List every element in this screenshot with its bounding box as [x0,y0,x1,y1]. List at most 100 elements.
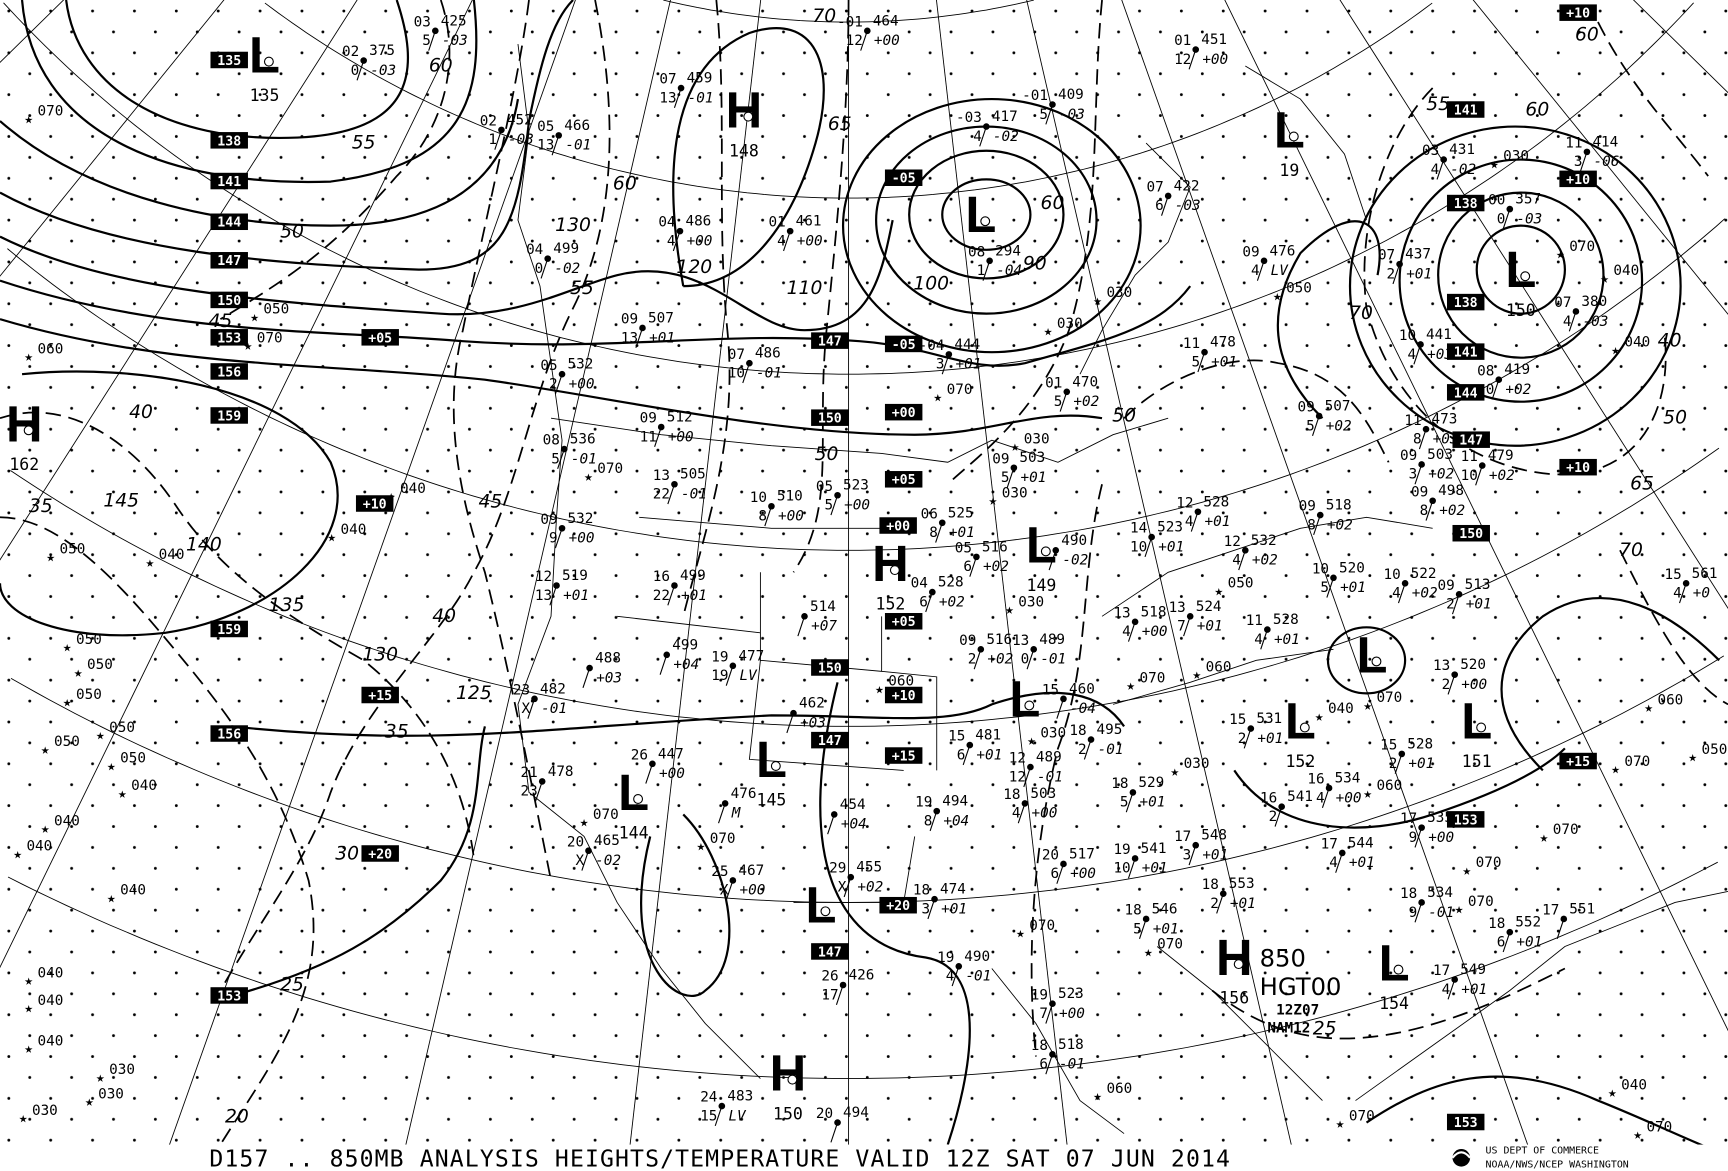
station-height-change: +04 [673,657,699,673]
isotherm-line [682,0,731,617]
station-height-change: +00 [1202,52,1228,68]
station-plot: 12 528 4 +01 [1176,494,1231,532]
station-value: 070 [1157,937,1183,953]
contour-label: 70 [1349,303,1373,324]
station-dewpoint-depression: 2 [1078,742,1087,758]
station-plot: 17 544 4 +01 [1321,835,1375,873]
station-plot: 20 494 [816,1105,869,1143]
station-height: 476 [731,786,757,802]
station-temperature: 19 [1113,842,1130,858]
station-height: 426 [849,968,875,984]
station-temperature: 13 [1169,600,1186,616]
contour-label: 60 [613,173,637,194]
station-temperature: 12 [1176,495,1193,511]
station-dewpoint-depression: 5 [422,33,431,49]
boxed-contour-label: 144 [1446,384,1485,401]
upper-only-station: ★ 070 [1363,690,1402,714]
station-height: 462 [799,696,825,712]
station-temperature: 01 [1174,33,1191,49]
wind-barb-icon [860,30,868,51]
wind-barb-icon [1045,1003,1053,1024]
station-dot [1440,156,1447,163]
station-height-change: +04 [943,813,969,829]
station-height: 544 [1348,835,1374,851]
contour-label: 50 [1112,406,1136,427]
upper-only-station: ★ 050 [250,302,289,326]
station-dot [933,807,941,815]
height-contour [0,98,520,227]
wind-barb-icon [1056,698,1064,719]
caption-bar [0,1144,1728,1171]
wind-barb-icon [654,426,662,448]
center-value: 148 [729,141,759,160]
station-dewpoint-depression: 12 [846,33,863,49]
station-plot: 17 535 9 +00 [1400,810,1454,848]
upper-only-station: ★ 050 [63,687,102,711]
station-height-change: +00 [739,883,765,899]
border-line [1355,891,1728,1101]
station-dot [663,651,671,659]
station-plot: 18 552 6 +01 [1488,915,1542,953]
station-value: 040 [400,481,426,497]
boxed-label-text: 150 [217,294,241,309]
station-height-change: +00 [778,509,804,525]
station-height: 473 [1432,412,1458,428]
wind-barb-icon [540,258,549,279]
station-height-change: +00 [668,429,694,445]
station-temperature: 18 [1031,1038,1048,1054]
upper-only-station: ★ 070 [244,330,283,354]
isotherm-line [792,0,850,573]
station-height-change: +01 [1142,861,1168,877]
station-height-change: +01 [1153,921,1179,937]
station-dewpoint-depression: 12 [1174,52,1191,68]
station-height-change: +01 [1205,514,1231,530]
station-height-change: +01 [1020,470,1046,486]
station-value: 040 [1328,701,1354,717]
boxed-label-text: +15 [892,749,916,764]
star-icon: ★ [13,846,22,862]
contour-label: 20 [225,1107,249,1128]
station-height-change: -01 [571,451,597,467]
station-plot: 18 503 4 +00 [1003,786,1057,824]
station-height-change: -01 [681,487,707,503]
station-dewpoint-depression: 2 [1269,809,1278,825]
station-value: 040 [341,522,367,538]
station-value: 050 [1228,576,1254,592]
station-dot [677,84,685,92]
station-height-change: -04 [996,263,1022,279]
legend-model: NAM12 [1267,1020,1310,1036]
upper-only-station: ★ 070 [1463,855,1502,879]
meridian-line [0,0,225,277]
station-temperature: 17 [1321,837,1338,853]
station-value: 070 [1468,894,1494,910]
station-plot: 14 523 10 +01 [1130,520,1184,558]
station-plot: 07 380 4 -03 [1554,294,1608,332]
meridian-line [1472,0,1728,315]
wind-barb-icon [1056,863,1064,884]
station-temperature: 19 [711,649,728,665]
contour-label: 60 [1525,100,1549,121]
station-temperature: 01 [769,215,786,231]
boxed-contour-label: 150 [811,659,849,676]
station-temperature: 26 [631,747,648,763]
contour-label: 110 [787,278,823,299]
station-height-change: -03 [1175,198,1201,214]
station-plot: 09 512 11 +00 [640,410,694,448]
station-plot: 19 477 19 LV [711,648,764,686]
station-dewpoint-depression: 6 [1050,866,1059,882]
station-plot: 16 534 4 +00 [1307,771,1362,808]
station-height-change: LV [1271,263,1290,279]
station-plot: 18 495 2 -01 [1069,722,1123,760]
low-letter: L [1026,516,1057,573]
wind-barb-icon [827,814,835,835]
station-dewpoint-depression: 22 [653,588,670,604]
station-dewpoint-depression: 8 [1413,432,1422,448]
boxed-label-text: +10 [892,689,916,704]
station-height-change: +01 [1230,896,1256,912]
station-plot: -01 464 12 +00 [837,13,900,51]
star-icon: ★ [1600,271,1609,287]
boxed-label-text: 147 [217,254,241,269]
station-height: 512 [667,410,693,426]
star-icon: ★ [1608,1085,1617,1101]
contour-label: 45 [208,311,232,332]
